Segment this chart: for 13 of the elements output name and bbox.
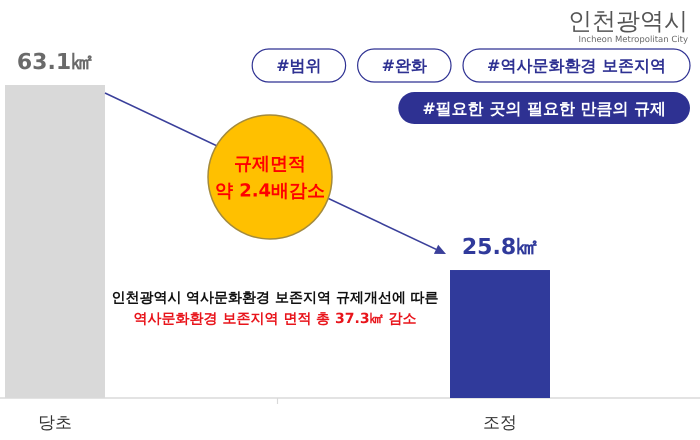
x-tick-label: 조정 bbox=[483, 413, 517, 433]
text: #역사문화환경 보존지역 bbox=[487, 56, 666, 75]
annotation: #필요한 곳의 필요한 만큼의 규제 bbox=[422, 99, 666, 118]
annotation: 인천광역시 역사문화환경 보존지역 규제개선에 따른 bbox=[111, 290, 439, 306]
x-tick-label: 당초 bbox=[38, 413, 72, 433]
data-label: 25.8㎢ bbox=[462, 235, 538, 260]
annotation: 규제면적 약 2.4배감소 bbox=[214, 154, 326, 202]
annotation: 역사문화환경 보존지역 면적 총 37.3㎢ 감소 bbox=[134, 311, 416, 327]
text: Incheon Metropolitan City bbox=[578, 35, 688, 45]
text: #범위 bbox=[276, 56, 322, 75]
data-label: 63.1㎢ bbox=[16, 50, 94, 75]
text: #완화 bbox=[382, 56, 428, 75]
text: 인천광역시 bbox=[568, 7, 688, 35]
